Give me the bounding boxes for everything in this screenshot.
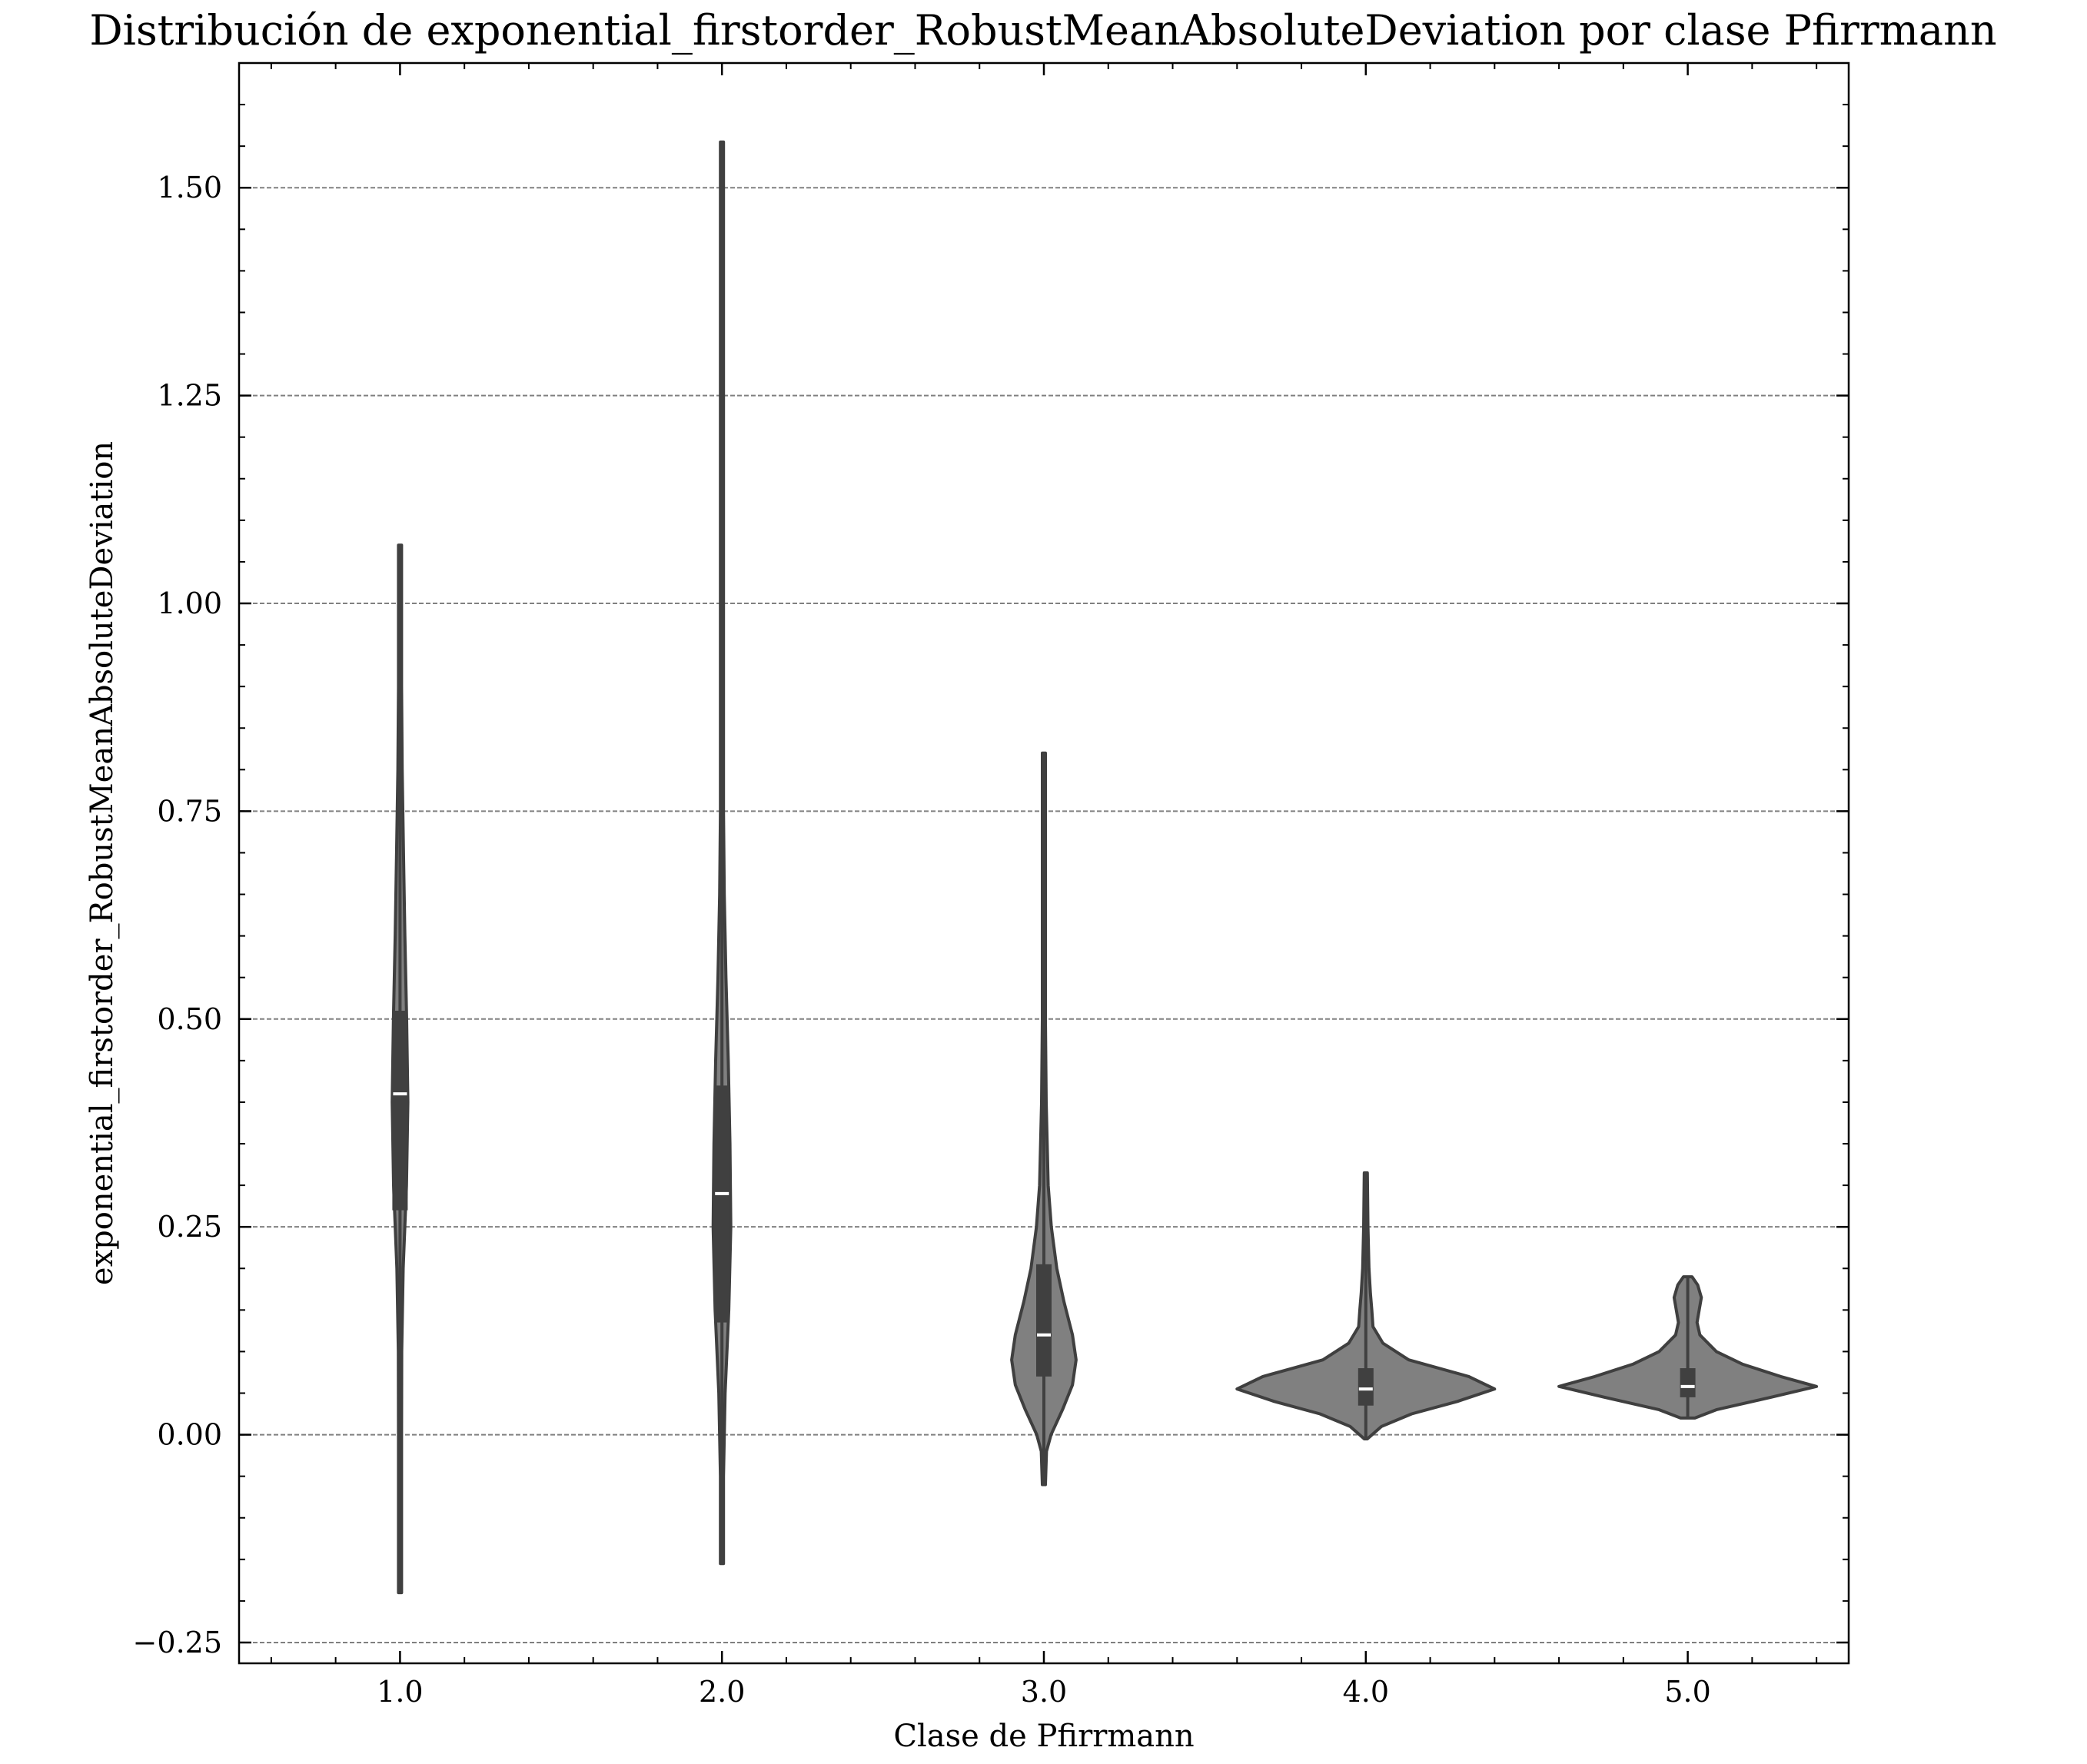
x-tick-label: 5.0	[1664, 1675, 1710, 1709]
x-tick-label: 4.0	[1343, 1675, 1389, 1709]
y-tick-label: 0.25	[157, 1210, 222, 1244]
y-tick-label: 1.50	[157, 171, 222, 204]
y-tick-label: 1.25	[157, 379, 222, 413]
violin-iqr-box	[714, 1085, 730, 1323]
y-tick-label: 0.75	[157, 794, 222, 828]
x-tick-label: 3.0	[1021, 1675, 1067, 1709]
x-tick-label: 2.0	[699, 1675, 745, 1709]
violin-iqr-box	[1358, 1368, 1374, 1406]
x-tick-labels: 1.0 2.0 3.0 4.0 5.0	[377, 1675, 1711, 1709]
y-tick-label: −0.25	[133, 1626, 222, 1659]
violin-iqr-box	[1036, 1264, 1052, 1377]
y-tick-labels: −0.25 0.00 0.25 0.50 0.75 1.00 1.25 1.50	[133, 171, 222, 1659]
chart-title: Distribución de exponential_firstorder_R…	[89, 6, 1996, 55]
y-tick-label: 0.00	[157, 1418, 222, 1452]
axis-ticks	[239, 63, 1849, 1663]
violin-iqr-box	[1680, 1368, 1696, 1397]
violin-iqr-box	[392, 1010, 408, 1211]
plot-frame	[238, 61, 1850, 1665]
y-tick-label: 1.00	[157, 586, 222, 620]
violins	[390, 140, 1819, 1595]
x-tick-label: 1.0	[377, 1675, 423, 1709]
x-axis-label: Clase de Pfirrmann	[893, 1719, 1194, 1754]
y-axis-label: exponential_firstorder_RobustMeanAbsolut…	[85, 441, 120, 1285]
y-tick-label: 0.50	[157, 1002, 222, 1036]
